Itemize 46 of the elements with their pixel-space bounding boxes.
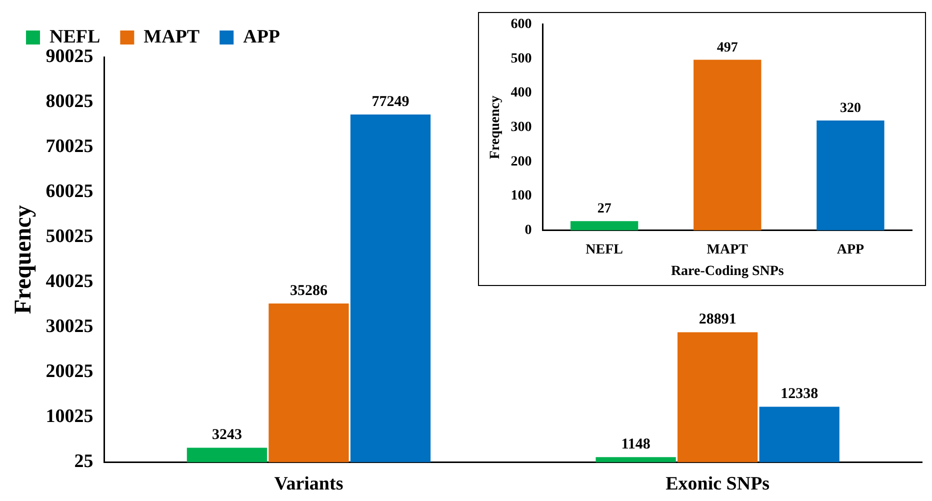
y-tick-label: 30025 <box>46 316 94 338</box>
bar <box>759 406 840 462</box>
y-tick-label: 500 <box>510 51 532 66</box>
data-label: 3243 <box>212 427 242 444</box>
data-label: 320 <box>840 101 861 116</box>
x-tick-label: NEFL <box>586 242 624 258</box>
y-tick-label: 0 <box>524 223 532 238</box>
y-tick-label: 600 <box>510 17 532 32</box>
bar <box>678 332 758 462</box>
x-axis-title: Rare-Coding SNPs <box>670 264 784 280</box>
data-label: 12338 <box>780 386 818 402</box>
bar <box>816 120 884 230</box>
y-tick-label: 200 <box>510 154 532 170</box>
data-label: 35286 <box>290 282 328 299</box>
legend-label: APP <box>243 26 280 48</box>
data-label: 28891 <box>698 312 736 328</box>
y-tick-label: 100 <box>510 188 532 204</box>
y-axis-title: Frequency <box>488 96 504 160</box>
y-tick-label: 60025 <box>46 180 94 202</box>
y-tick-label: 10025 <box>46 406 94 428</box>
data-label: 27 <box>597 202 612 217</box>
bar <box>596 457 676 462</box>
x-tick-label: APP <box>836 242 865 258</box>
bar <box>268 303 349 462</box>
x-tick-label: MAPT <box>706 242 749 258</box>
x-tick-label: Exonic SNPs <box>666 474 770 495</box>
y-axis-title: Frequency <box>10 205 37 314</box>
y-tick-label: 20025 <box>46 361 94 382</box>
y-tick-label: 90025 <box>46 46 94 67</box>
y-tick-label: 70025 <box>46 136 94 157</box>
bar <box>350 114 431 462</box>
data-label: 1148 <box>621 436 650 453</box>
y-tick-label: 25 <box>74 451 94 472</box>
data-label: 77249 <box>372 94 410 110</box>
y-tick-label: 300 <box>510 120 532 136</box>
legend-label: NEFL <box>50 26 100 48</box>
y-tick-label: 80025 <box>46 90 94 112</box>
y-tick-label: 40025 <box>46 271 94 292</box>
y-tick-label: 400 <box>510 86 532 101</box>
bar <box>694 60 762 230</box>
legend-label: MAPT <box>144 26 200 48</box>
y-tick-label: 50025 <box>46 226 94 247</box>
data-label: 497 <box>716 40 738 56</box>
bar <box>186 448 268 462</box>
bar <box>570 221 638 230</box>
x-tick-label: Variants <box>274 474 344 495</box>
